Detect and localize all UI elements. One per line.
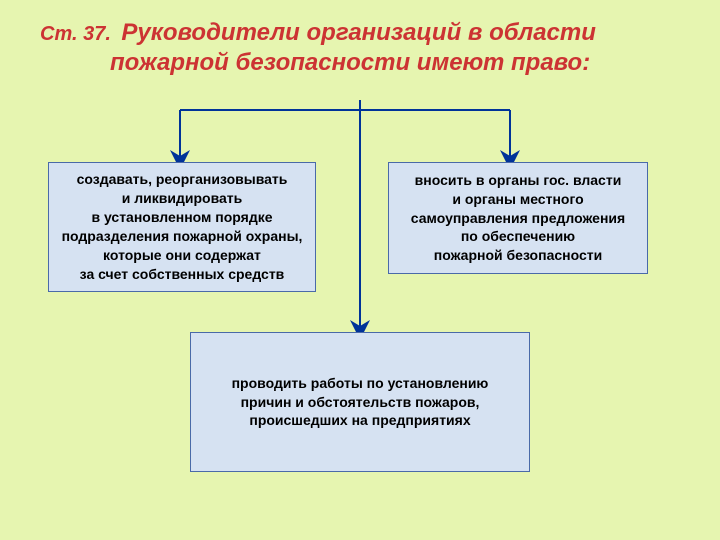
node-text-line: создавать, реорганизовывать: [62, 170, 303, 189]
node-text-line: происшедших на предприятиях: [232, 411, 489, 430]
node-text-line: которые они содержат: [62, 246, 303, 265]
node-text-line: по обеспечению: [411, 227, 625, 246]
node-left-box: создавать, реорганизовыватьи ликвидирова…: [48, 162, 316, 292]
node-text-line: пожарной безопасности: [411, 246, 625, 265]
node-text-line: подразделения пожарной охраны,: [62, 227, 303, 246]
node-bottom-box: проводить работы по установлениюпричин и…: [190, 332, 530, 472]
node-text-line: проводить работы по установлению: [232, 374, 489, 393]
node-text-line: самоуправления предложения: [411, 209, 625, 228]
node-right-box: вносить в органы гос. властии органы мес…: [388, 162, 648, 274]
slide-title: Ст. 37. Руководители организаций в облас…: [40, 18, 680, 78]
node-text-line: за счет собственных средств: [62, 265, 303, 284]
node-text-line: вносить в органы гос. власти: [411, 171, 625, 190]
title-main-line1: Руководители организаций в области: [121, 19, 596, 46]
node-text-line: и ликвидировать: [62, 189, 303, 208]
title-article-label: Ст. 37.: [40, 23, 111, 45]
node-text-line: и органы местного: [411, 190, 625, 209]
title-main-line2: пожарной безопасности имеют право:: [40, 48, 680, 78]
node-text-line: в установленном порядке: [62, 208, 303, 227]
node-text-line: причин и обстоятельств пожаров,: [232, 393, 489, 412]
diagram-canvas: Ст. 37. Руководители организаций в облас…: [0, 0, 720, 540]
